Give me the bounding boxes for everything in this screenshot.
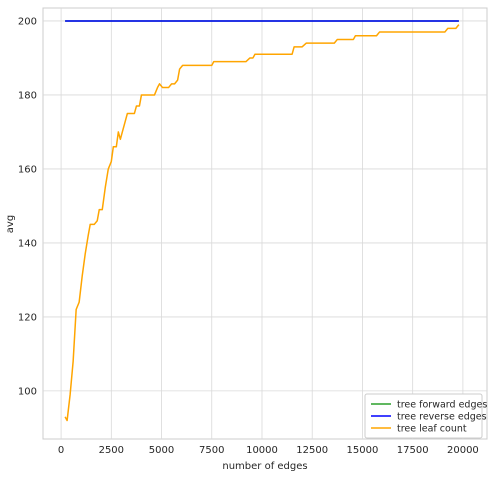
x-axis-ticks: 0 2500 5000 7500 10000 12500 15000 17500 20000 xyxy=(58,445,479,456)
y-tick-label: 120 xyxy=(18,312,37,323)
series-layer xyxy=(64,20,460,422)
x-tick-label: 15000 xyxy=(347,445,379,456)
series-line-leaf xyxy=(64,24,460,422)
x-tick-label: 12500 xyxy=(296,445,328,456)
legend-label-leaf: tree leaf count xyxy=(397,424,467,435)
x-tick-label: 17500 xyxy=(397,445,429,456)
y-tick-label: 180 xyxy=(18,90,37,101)
grid-lines xyxy=(43,8,487,439)
x-axis-label: number of edges xyxy=(222,461,307,472)
y-tick-label: 100 xyxy=(18,386,37,397)
x-tick-label: 20000 xyxy=(447,445,479,456)
y-tick-label: 160 xyxy=(18,164,37,175)
legend-box xyxy=(364,393,483,439)
y-tick-label: 140 xyxy=(18,238,37,249)
legend-label-forward: tree forward edges xyxy=(397,400,487,411)
x-tick-label: 5000 xyxy=(149,445,174,456)
y-axis-label: avg xyxy=(5,215,16,233)
plot-area xyxy=(42,7,488,440)
y-tick-label: 200 xyxy=(18,16,37,27)
x-tick-label: 7500 xyxy=(199,445,224,456)
x-tick-label: 10000 xyxy=(246,445,278,456)
x-tick-label: 2500 xyxy=(99,445,124,456)
y-axis-ticks: 100 120 140 160 180 200 xyxy=(18,16,37,397)
legend-label-reverse: tree reverse edges xyxy=(397,412,487,423)
x-tick-label: 0 xyxy=(58,445,64,456)
legend: tree forward edges tree reverse edges tr… xyxy=(364,393,487,439)
